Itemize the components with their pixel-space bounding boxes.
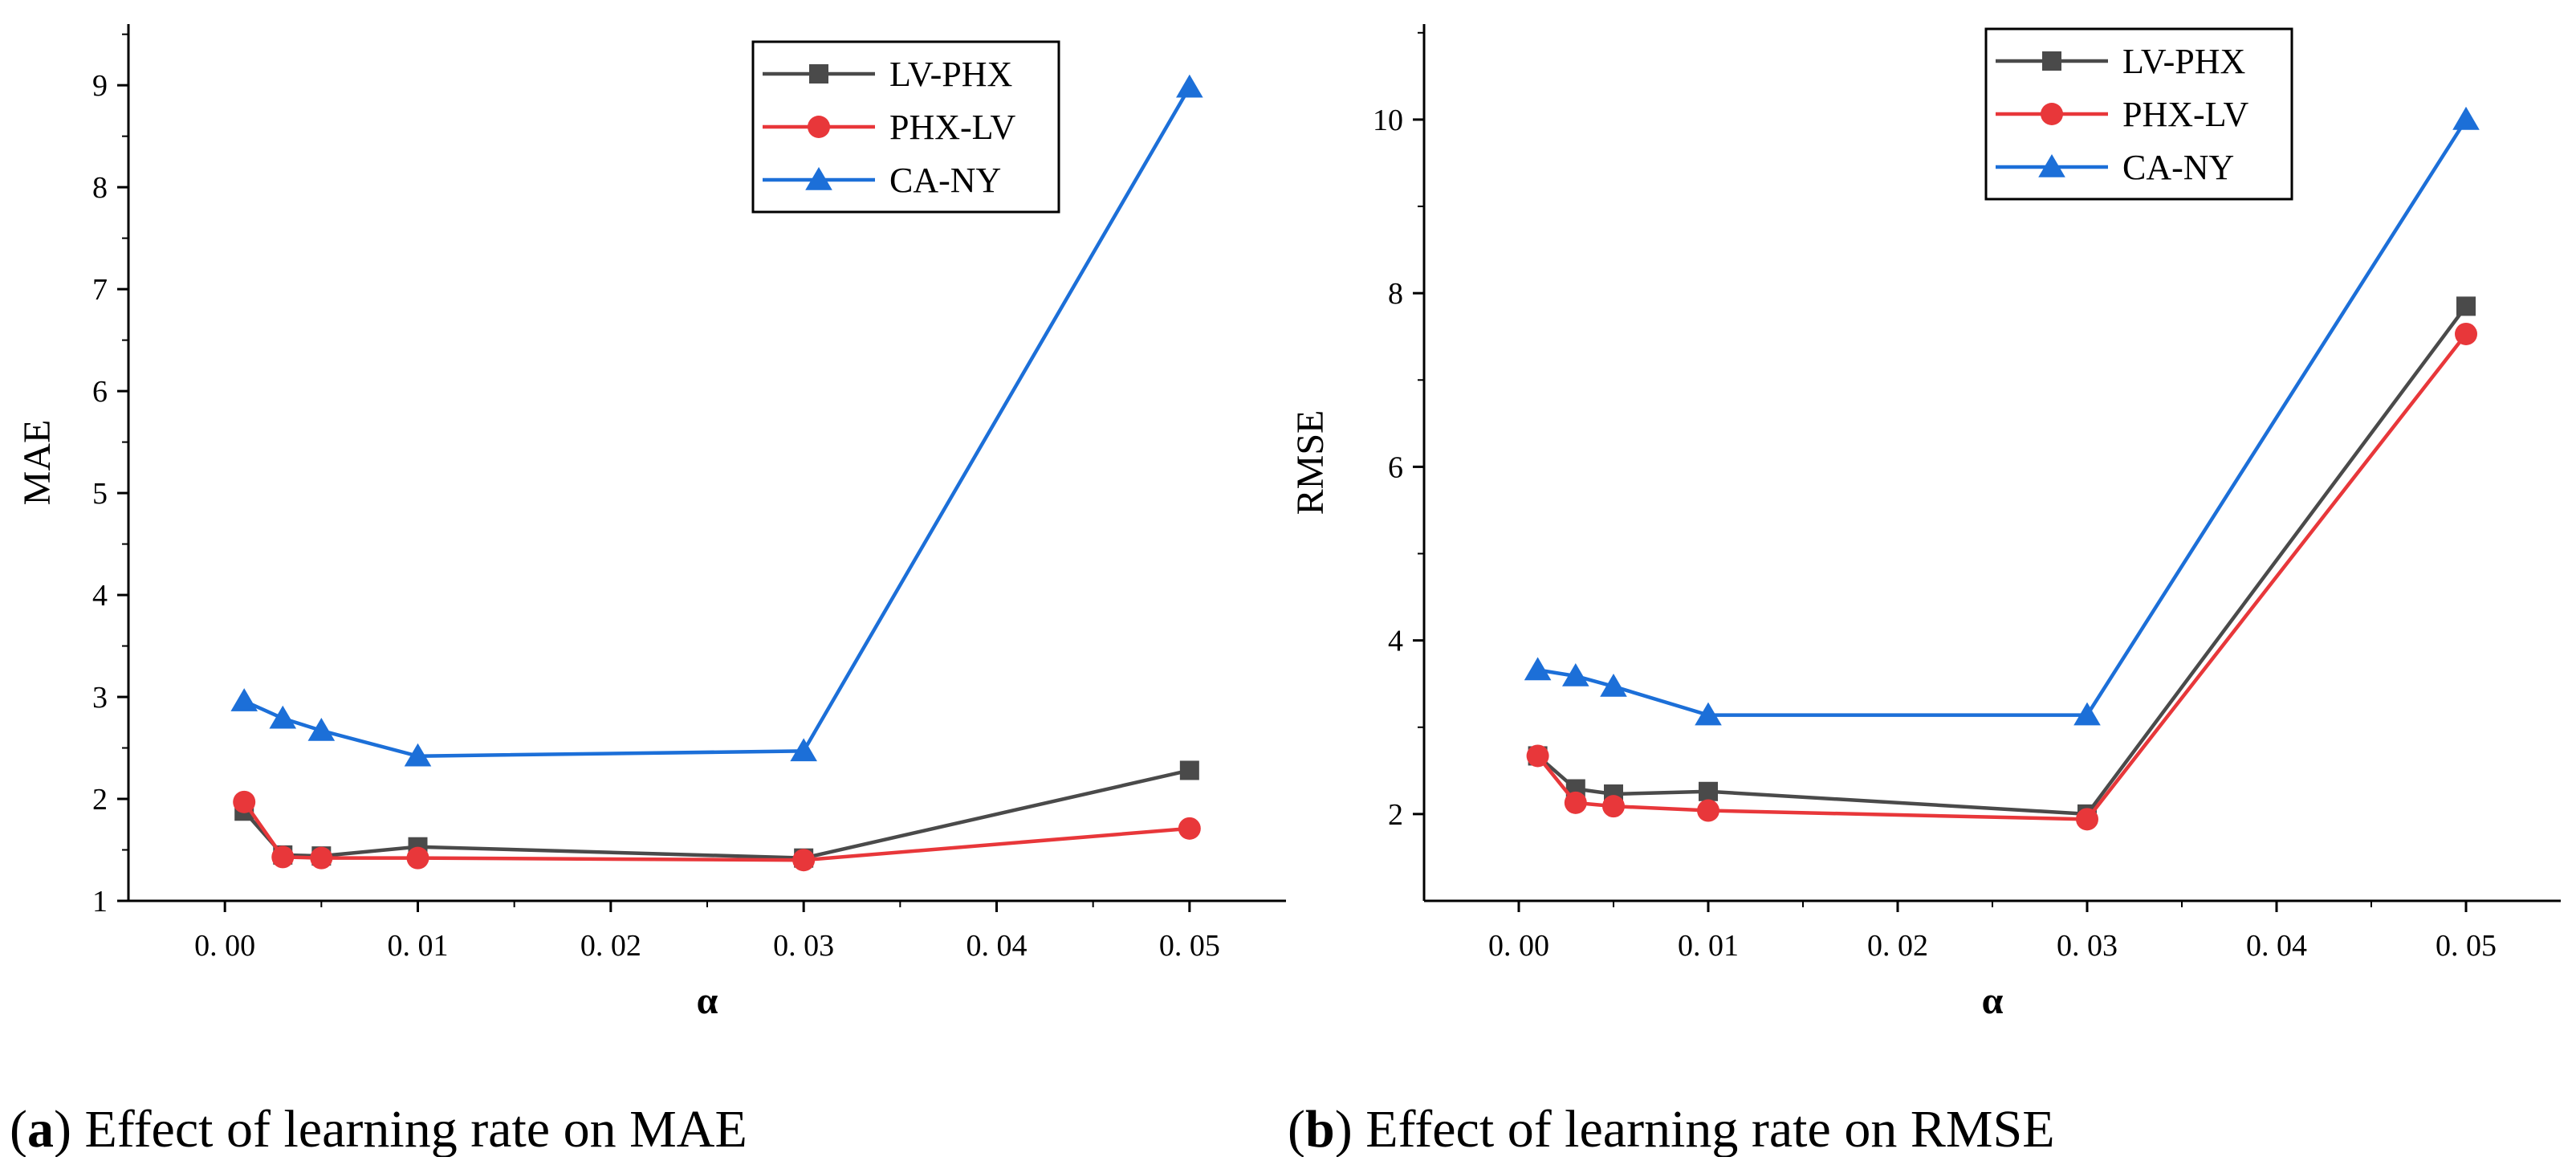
- caption-paren: ): [54, 1100, 71, 1157]
- x-tick-label: 0. 01: [388, 929, 449, 963]
- data-point: [1697, 799, 1719, 822]
- series-lv-phx: [234, 760, 1199, 868]
- caption-text: Effect of learning rate on RMSE: [1353, 1100, 2055, 1157]
- data-point: [271, 845, 295, 869]
- y-axis-title: RMSE: [1289, 410, 1332, 515]
- data-point: [792, 849, 816, 872]
- data-point: [1178, 817, 1201, 840]
- x-tick-label: 0. 05: [1159, 929, 1220, 963]
- caption-a: (a) Effect of learning rate on MAE: [10, 1100, 747, 1157]
- x-tick-label: 0. 04: [967, 929, 1028, 963]
- caption-letter: b: [1305, 1100, 1335, 1157]
- data-point: [2076, 808, 2098, 831]
- data-point: [1176, 74, 1203, 98]
- data-point: [2452, 106, 2480, 130]
- y-tick-label: 2: [1388, 798, 1403, 832]
- data-point: [406, 846, 429, 870]
- data-point: [1695, 702, 1722, 726]
- x-tick-label: 0. 03: [773, 929, 834, 963]
- data-point: [233, 790, 256, 813]
- caption-text: Effect of learning rate on MAE: [71, 1100, 747, 1157]
- series-line: [243, 86, 1191, 758]
- legend-marker: [805, 167, 832, 190]
- y-tick-label: 4: [92, 579, 108, 613]
- data-point: [307, 717, 336, 741]
- data-point: [2455, 322, 2477, 345]
- legend: LV-PHX PHX-LV CA-NY: [1984, 27, 2293, 201]
- data-point: [1562, 662, 1589, 686]
- data-point: [230, 688, 258, 711]
- x-tick-label: 0. 00: [194, 929, 255, 963]
- legend-marker: [809, 64, 828, 84]
- x-tick-label: 0. 01: [1678, 929, 1739, 963]
- data-point: [1179, 760, 1199, 780]
- legend-label: LV-PHX: [889, 55, 1012, 94]
- caption-b: (b) Effect of learning rate on RMSE: [1288, 1100, 2055, 1157]
- data-point: [790, 738, 817, 762]
- y-tick-label: 8: [92, 171, 108, 205]
- series-lv-phx: [1528, 296, 2476, 824]
- series-line: [1536, 305, 2468, 817]
- legend-marker: [2041, 103, 2063, 125]
- x-tick-label: 0. 04: [2246, 929, 2307, 963]
- series-phx-lv: [1526, 322, 2477, 831]
- chart-panel-mae: 1 2 3 4 5 6 7 8 9 0. 00 0. 01 0. 02 0. 03 0. 04 0. 05 α…: [16, 24, 1286, 1022]
- legend: LV-PHX PHX-LV CA-NY: [751, 40, 1060, 214]
- y-tick-label: 2: [92, 783, 108, 817]
- data-point: [1564, 791, 1587, 814]
- data-point: [269, 705, 297, 729]
- legend-label: CA-NY: [889, 161, 1001, 200]
- series-line: [242, 768, 1190, 860]
- data-point: [1524, 657, 1552, 681]
- y-tick-label: 1: [92, 885, 108, 919]
- x-tick-label: 0. 03: [2057, 929, 2118, 963]
- y-tick-label: 9: [92, 69, 108, 103]
- caption-paren: (: [10, 1100, 27, 1157]
- series-ca-ny: [1524, 106, 2480, 726]
- data-point: [1600, 673, 1627, 697]
- caption-letter: a: [27, 1100, 54, 1157]
- y-tick-label: 5: [92, 477, 108, 511]
- data-point: [1699, 781, 1718, 801]
- x-axis-title: α: [697, 980, 718, 1022]
- y-tick-label: 6: [1388, 450, 1403, 484]
- caption-paren: ): [1335, 1100, 1353, 1157]
- x-tick-label: 0. 02: [580, 929, 641, 963]
- legend-label: LV-PHX: [2122, 42, 2245, 81]
- data-point: [310, 846, 333, 870]
- data-point: [2073, 702, 2101, 726]
- y-tick-label: 3: [92, 681, 108, 715]
- legend-marker: [2038, 154, 2065, 177]
- y-tick-label: 4: [1388, 625, 1403, 658]
- x-tick-label: 0. 05: [2436, 929, 2497, 963]
- data-point: [1526, 744, 1549, 768]
- y-tick-label: 6: [92, 375, 108, 409]
- x-tick-label: 0. 02: [1867, 929, 1928, 963]
- legend-label: PHX-LV: [2122, 95, 2249, 134]
- data-point: [2456, 296, 2476, 316]
- y-tick-label: 8: [1388, 277, 1403, 311]
- x-axis-title: α: [1982, 980, 2004, 1022]
- caption-paren: (: [1288, 1100, 1305, 1157]
- y-tick-label: 7: [92, 273, 108, 307]
- legend-label: PHX-LV: [889, 108, 1016, 147]
- x-tick-label: 0. 00: [1488, 929, 1549, 963]
- data-point: [1602, 795, 1625, 818]
- series-line: [1537, 118, 2468, 717]
- y-tick-label: 10: [1373, 104, 1403, 137]
- series-line: [1536, 332, 2468, 821]
- series-phx-lv: [233, 790, 1201, 872]
- series-ca-ny: [230, 74, 1203, 767]
- chart-panel-rmse: 2 4 6 8 10 0. 00 0. 01 0. 02 0. 03 0. 04 0. 05 α RMS…: [1289, 24, 2561, 1022]
- data-point: [404, 743, 432, 767]
- legend-marker: [808, 116, 830, 138]
- legend-marker: [2042, 51, 2061, 71]
- legend-label: CA-NY: [2122, 148, 2234, 187]
- y-axis-title: MAE: [16, 420, 59, 506]
